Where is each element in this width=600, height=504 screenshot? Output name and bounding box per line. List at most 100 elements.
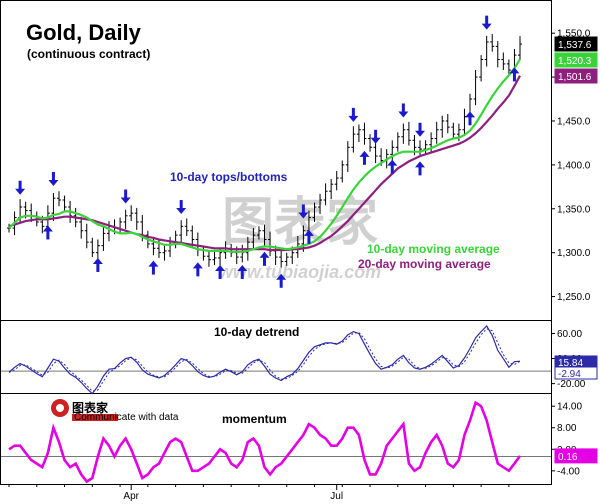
bottom-marker-arrow-icon <box>359 150 370 165</box>
ohlc-bar <box>79 216 84 239</box>
ohlc-bar <box>334 171 339 191</box>
ohlc-bar <box>479 55 484 82</box>
momentum-value-badge: 0.16 <box>554 448 598 464</box>
ma10-line <box>8 58 521 253</box>
ohlc-bar <box>62 195 67 212</box>
watermark-brand: 图表家 <box>222 194 378 252</box>
ohlc-bar <box>484 35 489 67</box>
price-y-tick-label: 1,450.0 <box>557 116 591 127</box>
bottom-marker-arrow-icon <box>259 251 270 266</box>
chart-title: Gold, Daily <box>26 20 142 45</box>
ohlc-bar <box>284 252 289 266</box>
ohlc-bar <box>440 115 445 138</box>
price-y-tick-label: 1,350.0 <box>557 204 591 215</box>
top-marker-arrow-icon <box>348 107 359 122</box>
detrend-panel-frame <box>0 320 552 394</box>
logo: 图表家 Communicate with data <box>51 399 179 423</box>
price-value-badge-label: 1,537.6 <box>558 40 592 51</box>
ohlc-bar <box>329 178 334 200</box>
ohlc-bar <box>490 34 495 52</box>
ohlc-bar <box>356 124 361 143</box>
ohlc-bar <box>401 123 406 144</box>
ohlc-bar <box>323 183 328 206</box>
ohlc-bar <box>445 113 450 134</box>
ohlc-bar <box>134 207 139 230</box>
detrend-smoothed-line <box>8 328 521 392</box>
top-marker-arrow-icon <box>120 189 131 204</box>
ohlc-bar <box>129 205 134 222</box>
detrend-value-badge-label: 15.84 <box>558 358 583 369</box>
ohlc-bar <box>495 41 500 68</box>
ohlc-bar <box>345 141 350 172</box>
bottom-marker-arrow-icon <box>276 273 287 288</box>
ohlc-bar <box>90 237 95 258</box>
top-marker-arrow-icon <box>15 180 26 195</box>
momentum-panel-frame <box>0 393 552 485</box>
detrend-panel-title: 10-day detrend <box>214 325 299 339</box>
momentum-line <box>8 400 522 484</box>
bottom-marker-arrow-icon <box>192 262 203 277</box>
ohlc-bar <box>518 36 522 61</box>
top-marker-arrow-icon <box>48 171 59 186</box>
ohlc-bar <box>312 202 317 222</box>
ohlc-bar <box>473 70 478 106</box>
ohlc-bar <box>506 59 511 75</box>
ohlc-bar <box>501 52 506 71</box>
ma20-line <box>8 75 521 252</box>
top-marker-arrow-icon <box>176 200 187 215</box>
ohlc-bar <box>179 220 184 243</box>
ohlc-bar <box>251 228 256 249</box>
x-tick-label: Apr <box>123 491 139 502</box>
ohlc-bar <box>451 122 456 139</box>
price-value-badge: 1,501.6 <box>554 68 598 84</box>
ohlc-bar <box>56 191 61 207</box>
bottom-marker-arrow-icon <box>92 257 103 272</box>
detrend-value-badge: -2.94 <box>554 366 598 380</box>
momentum-panel-title: momentum <box>222 412 287 426</box>
chart-subtitle: (continuous contract) <box>27 47 150 61</box>
price-value-badge: 1,537.6 <box>554 36 598 52</box>
ohlc-bar <box>51 192 56 222</box>
detrend-y-tick-label: -20.00 <box>557 379 586 390</box>
annotation-20day-ma: 20-day moving average <box>358 257 491 271</box>
x-tick-label: Jul <box>330 491 343 502</box>
ohlc-bar <box>256 226 261 240</box>
ohlc-bar <box>406 121 411 146</box>
momentum-y-tick-label: -4.00 <box>557 466 580 477</box>
price-layer <box>7 15 522 288</box>
ohlc-bar <box>368 134 373 152</box>
ohlc-bar <box>123 209 128 229</box>
momentum-y-tick-label: 14.00 <box>557 402 582 413</box>
detrend-layer <box>1 325 551 395</box>
ohlc-bar <box>362 122 367 145</box>
ohlc-bar <box>206 250 211 267</box>
logo-slogan-bar <box>72 414 118 421</box>
ohlc-bar <box>101 225 106 251</box>
detrend-y-tick-label: 60.00 <box>557 329 582 340</box>
bottom-marker-arrow-icon <box>215 264 226 279</box>
annotation-tops-bottoms: 10-day tops/bottoms <box>170 170 288 184</box>
ohlc-bar <box>162 245 167 261</box>
price-value-badge-label: 1,520.3 <box>558 56 592 67</box>
bottom-marker-arrow-icon <box>148 260 159 275</box>
ohlc-bar <box>373 141 378 164</box>
logo-mark-inner-icon <box>56 404 64 412</box>
price-y-tick-label: 1,550.0 <box>557 29 591 40</box>
ohlc-bar <box>95 239 100 260</box>
logo-slogan: Communicate with data <box>74 412 179 423</box>
logo-name: 图表家 <box>72 400 109 415</box>
detrend-value-badge-label: -2.94 <box>558 369 581 380</box>
bottom-marker-arrow-icon <box>465 111 476 126</box>
top-marker-arrow-icon <box>298 204 309 219</box>
top-marker-arrow-icon <box>398 103 409 118</box>
price-y-tick-label: 1,300.0 <box>557 248 591 259</box>
ohlc-bar <box>262 224 267 247</box>
price-y-tick-label: 1,400.0 <box>557 160 591 171</box>
top-marker-arrow-icon <box>370 129 381 144</box>
ohlc-bar <box>184 218 189 236</box>
momentum-layer <box>1 400 551 484</box>
price-value-badge: 1,520.3 <box>554 52 598 68</box>
bottom-marker-arrow-icon <box>415 161 426 176</box>
